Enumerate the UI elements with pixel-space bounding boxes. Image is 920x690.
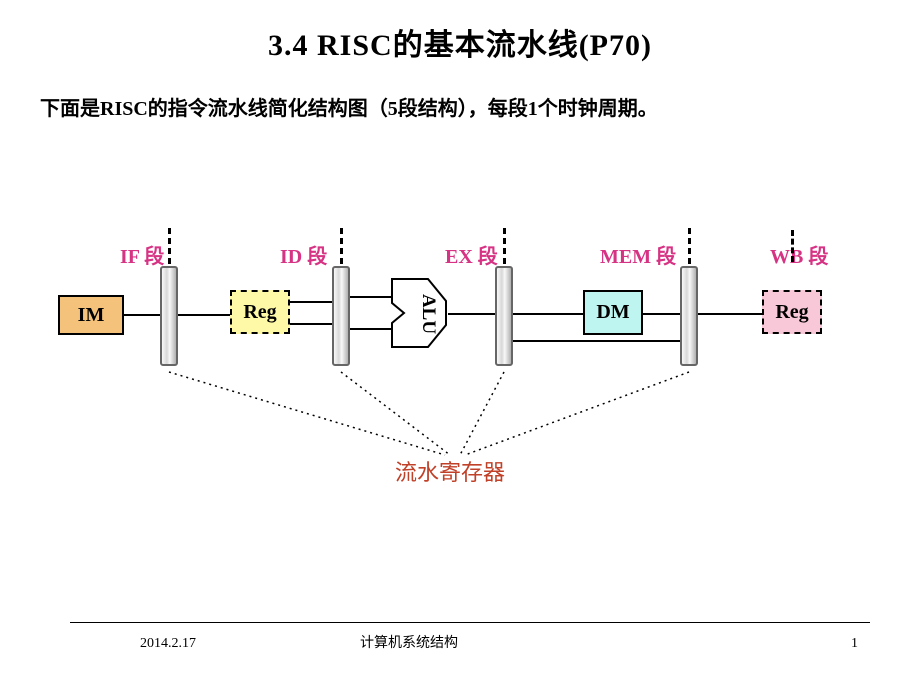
page-subtitle: 下面是RISC的指令流水线简化结构图（5段结构），每段1个时钟周期。 bbox=[0, 64, 920, 121]
annotation-guides bbox=[50, 200, 870, 480]
pipeline-register-annotation: 流水寄存器 bbox=[395, 455, 505, 487]
footer-date: 2014.2.17 bbox=[140, 636, 196, 652]
footer-center: 计算机系统结构 bbox=[360, 632, 458, 652]
footer-page: 1 bbox=[851, 636, 858, 652]
pipeline-diagram: IF 段 ID 段 EX 段 MEM 段 WB 段 IM Reg ALU DM … bbox=[50, 200, 870, 460]
page-title: 3.4 RISC的基本流水线(P70) bbox=[0, 0, 920, 64]
footer-separator bbox=[70, 622, 870, 623]
